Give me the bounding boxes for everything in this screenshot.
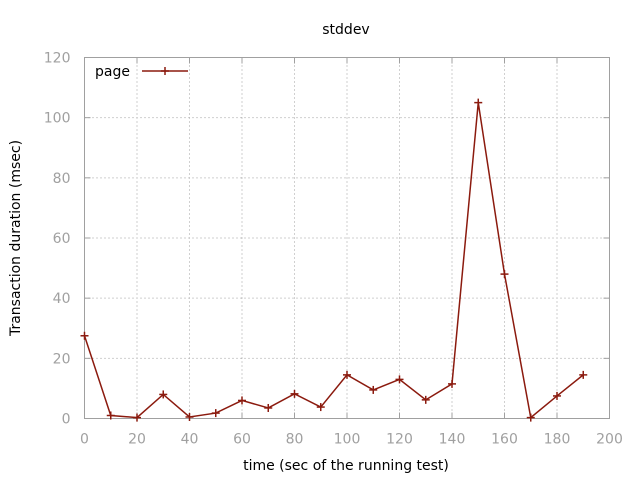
y-tick-label: 100 [44,111,71,127]
y-tick-label: 80 [53,171,71,187]
x-tick-label: 40 [181,432,199,448]
x-tick-label: 120 [386,432,413,448]
x-tick-label: 200 [596,432,623,448]
data-point [211,409,220,418]
y-tick-label: 60 [53,231,71,247]
data-point [579,370,588,379]
y-axis-title: Transaction duration (msec) [8,140,24,337]
legend-label-page: page [95,64,130,80]
data-point [421,395,430,404]
data-point [316,403,325,412]
y-tick-label: 0 [62,412,71,428]
legend: page [95,64,188,80]
data-point [238,396,246,405]
data-point [185,412,194,421]
x-tick-label: 20 [128,432,146,448]
axis-ticks: 0 20 40 60 80 100 120 140 160 180 200 0 20 40 60 80 100 1… [44,51,623,448]
data-point [500,270,509,279]
x-axis-title: time (sec of the running test) [243,458,449,474]
x-tick-label: 140 [439,432,466,448]
data-point [553,391,561,400]
data-point [290,389,299,398]
x-tick-label: 160 [491,432,518,448]
data-point [395,375,404,384]
x-tick-label: 0 [80,432,89,448]
data-point [526,413,535,422]
y-tick-label: 120 [44,51,71,67]
series-line-page [83,102,584,419]
data-point [448,379,456,388]
data-point [133,413,141,422]
chart-title: stddev [322,22,369,38]
series-layer [80,98,588,422]
data-point [264,403,273,412]
y-tick-label: 20 [53,351,71,367]
x-tick-label: 180 [544,432,571,448]
y-tick-label: 40 [53,291,71,307]
legend-marker-page [161,67,169,75]
data-point [474,98,483,107]
x-tick-label: 60 [233,432,251,448]
plot-frame [84,57,610,419]
data-point [343,370,351,379]
data-point [369,385,378,394]
data-point [159,390,168,399]
data-point [106,411,115,420]
x-tick-label: 80 [286,432,304,448]
data-point [80,331,89,340]
grid [84,57,610,419]
x-tick-label: 100 [334,432,361,448]
